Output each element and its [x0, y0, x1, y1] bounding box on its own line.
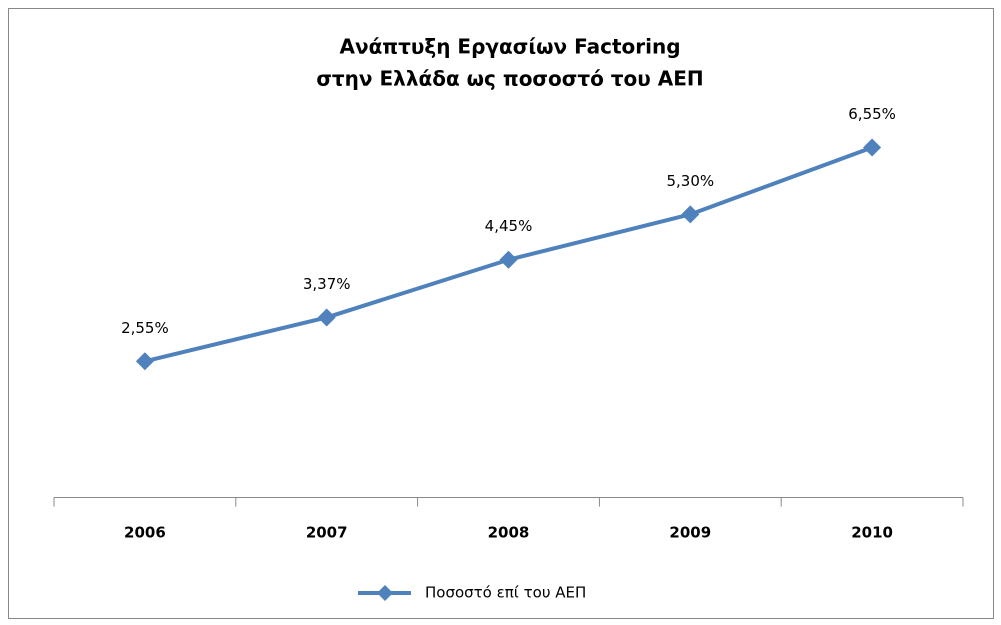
x-tick-label: 2007	[306, 524, 348, 542]
data-label: 3,37%	[303, 275, 351, 293]
marker	[317, 308, 336, 327]
data-label: 4,45%	[485, 217, 533, 235]
marker	[863, 138, 882, 157]
data-label: 2,55%	[121, 319, 169, 337]
marker	[135, 352, 154, 371]
legend-label: Ποσοστό επί του ΑΕΠ	[425, 584, 586, 602]
chart-title: Ανάπτυξη Εργασίων Factoring	[339, 35, 680, 59]
legend-marker	[377, 585, 393, 601]
chart-title: στην Ελλάδα ως ποσοστό του ΑΕΠ	[316, 67, 703, 91]
x-tick-label: 2008	[488, 524, 530, 542]
x-tick-label: 2010	[851, 524, 893, 542]
marker	[499, 250, 518, 269]
x-tick-label: 2006	[124, 524, 166, 542]
marker	[681, 205, 700, 224]
chart-frame	[8, 8, 994, 619]
x-tick-label: 2009	[669, 524, 711, 542]
data-label: 6,55%	[848, 105, 896, 123]
data-label: 5,30%	[666, 172, 714, 190]
